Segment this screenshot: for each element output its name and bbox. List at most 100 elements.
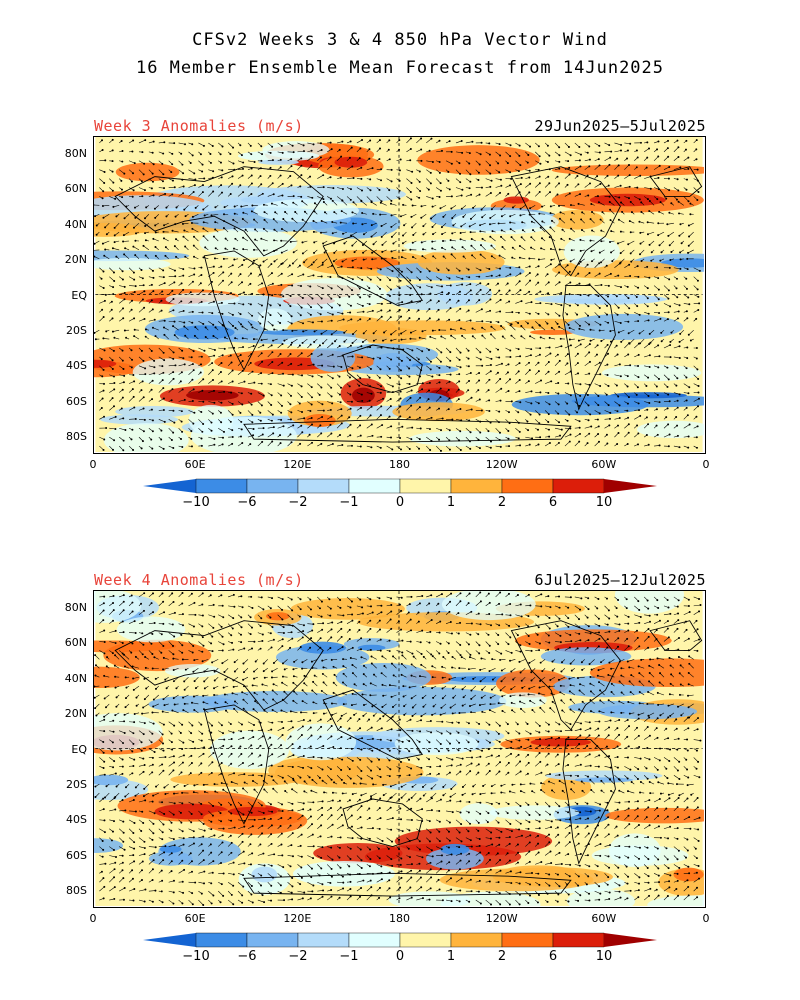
latitude-label: EQ — [71, 288, 87, 302]
anomaly-region — [210, 730, 290, 770]
anomaly-core — [529, 329, 575, 335]
anomaly-core — [530, 737, 591, 747]
anomaly-region — [115, 162, 180, 182]
anomaly-region — [335, 662, 432, 692]
anomaly-region — [589, 658, 704, 688]
anomaly-region — [514, 629, 672, 652]
colorbar-tick-label: 10 — [595, 495, 613, 510]
anomaly-region — [292, 860, 395, 887]
anomaly-region — [94, 838, 124, 853]
colorbar-tick-label: −6 — [237, 949, 257, 964]
colorbar-scale — [143, 932, 657, 948]
anomaly-region — [451, 209, 559, 235]
colorbar-max-arrow — [604, 479, 657, 493]
colorbar-tick-label: −1 — [339, 495, 359, 510]
anomaly-core — [589, 193, 666, 207]
colorbar-tick-label: −2 — [288, 495, 308, 510]
anomaly-region — [564, 313, 684, 340]
latitude-label: 60S — [66, 394, 87, 408]
panel-week4-title: Week 4 Anomalies (m/s) — [94, 571, 304, 589]
colorbar-tick-label: −1 — [339, 949, 359, 964]
colorbar-segment — [297, 478, 350, 494]
coastline — [322, 235, 424, 306]
anomaly-region — [115, 405, 194, 418]
anomaly-region — [441, 591, 536, 621]
anomaly-region — [392, 402, 485, 422]
anomaly-region — [290, 598, 405, 620]
coastline — [243, 872, 572, 897]
anomaly-region — [253, 199, 359, 223]
longitude-label: 120W — [485, 458, 518, 471]
longitude-label: 120E — [283, 458, 312, 471]
colorbar-scale — [143, 478, 657, 494]
colorbar-segment — [450, 932, 503, 948]
coastline — [322, 689, 424, 760]
anomaly-region — [545, 770, 663, 782]
anomaly-region — [262, 141, 330, 159]
anomaly-region — [605, 807, 704, 824]
anomaly-region — [409, 430, 516, 447]
coastline — [562, 739, 616, 865]
anomaly-region — [148, 851, 193, 866]
anomaly-region — [94, 666, 140, 689]
anomaly-region — [403, 239, 496, 253]
colorbar-tick-label: 6 — [548, 949, 558, 964]
colorbar-tick-label: −6 — [237, 495, 257, 510]
colorbar-segment — [246, 478, 299, 494]
coastline — [342, 344, 423, 394]
colorbar-tick-label: 1 — [446, 495, 456, 510]
latitude-label: 80S — [66, 884, 87, 897]
coastline — [203, 704, 270, 825]
anomaly-region — [203, 808, 303, 828]
panel-week4-date-range: 6Jul2025—12Jul2025 — [534, 571, 706, 589]
longitude-label: 180 — [389, 912, 410, 925]
longitude-label: 120E — [283, 912, 312, 925]
colorbar-segment — [501, 478, 554, 494]
colorbar-segment — [552, 478, 605, 494]
anomaly-region — [287, 400, 352, 427]
longitude-label: 120W — [485, 912, 518, 925]
wind-anomaly-field — [94, 137, 704, 452]
anomaly-core — [357, 644, 386, 651]
anomaly-core — [673, 867, 704, 882]
coastline — [114, 166, 324, 257]
anomaly-region — [285, 723, 357, 761]
anomaly-region — [94, 257, 171, 271]
colorbar-max-arrow — [604, 933, 657, 947]
colorbar-tick-label: −10 — [182, 949, 210, 964]
anomaly-region — [339, 320, 506, 336]
panel-week3-date-range: 29Jun2025—5Jul2025 — [534, 117, 706, 135]
longitude-label: 60E — [184, 458, 206, 471]
anomaly-region — [282, 335, 369, 349]
colorbar-segment — [297, 932, 350, 948]
longitude-label: 60W — [591, 458, 617, 471]
latitude-label: 40S — [66, 813, 87, 827]
coastline — [510, 166, 621, 277]
coastline — [510, 620, 621, 731]
coastline — [562, 285, 616, 411]
anomaly-core — [159, 845, 182, 853]
colorbar-segment — [552, 932, 605, 948]
anomaly-core — [334, 256, 400, 270]
latitude-label: 40N — [64, 217, 87, 231]
colorbar-segment — [399, 478, 452, 494]
latitude-label: 40S — [66, 359, 87, 373]
colorbar-tick-label: −10 — [182, 495, 210, 510]
colorbar-segment — [195, 478, 248, 494]
colorbar-segment — [195, 932, 248, 948]
anomaly-region — [459, 803, 498, 825]
anomaly-region — [566, 888, 636, 906]
coastline — [203, 250, 270, 371]
coastline — [649, 620, 703, 651]
panel-week4-map — [93, 590, 706, 908]
colorbar-segment — [450, 478, 503, 494]
colorbar-tick-label: −2 — [288, 949, 308, 964]
latitude-label: 20S — [66, 323, 87, 337]
colorbar-min-arrow — [143, 479, 196, 493]
wind-vectors — [94, 591, 702, 906]
anomaly-core — [174, 325, 235, 340]
panel-week3-map — [93, 136, 706, 454]
latitude-label: 60N — [64, 636, 87, 650]
anomaly-core — [94, 774, 129, 786]
chart-title-line-2: 16 Member Ensemble Mean Forecast from 14… — [135, 58, 665, 78]
